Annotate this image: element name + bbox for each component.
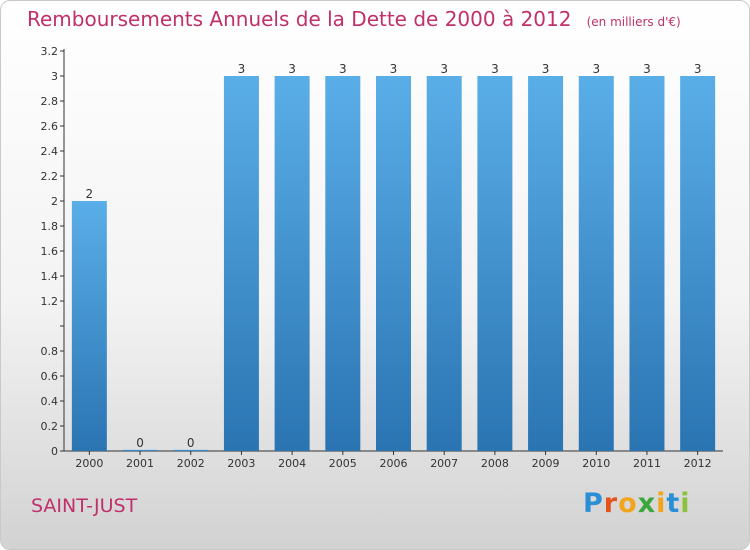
value-label-2002: 0 [187,436,195,450]
value-label-2012: 3 [694,62,702,76]
x-tick-label-2009: 2009 [532,457,560,470]
bar-2004 [274,76,310,451]
value-label-2008: 3 [491,62,499,76]
chart-title: Remboursements Annuels de la Dette de 20… [27,7,681,31]
bar-2000 [71,201,107,451]
proxiti-logo: Proxiti [583,488,691,519]
y-tick-label: 1.8 [41,220,59,233]
value-label-2009: 3 [542,62,550,76]
value-label-2004: 3 [288,62,296,76]
x-tick-label-2001: 2001 [126,457,154,470]
bar-2001 [122,449,158,451]
y-tick-label: 3 [51,70,58,83]
chart-unit-text: (en milliers d'€) [586,15,681,29]
bar-2009 [528,76,564,451]
bar-2002 [173,449,209,451]
x-tick-label-2004: 2004 [278,457,306,470]
bar-2007 [426,76,462,451]
y-tick-label: 0 [51,445,58,458]
value-label-2010: 3 [592,62,600,76]
logo-letter: r [603,488,619,519]
value-label-2006: 3 [390,62,398,76]
y-tick-label: 2.8 [41,95,59,108]
logo-letter: i [680,488,691,519]
city-name: SAINT-JUST [31,495,138,517]
logo-letter: t [666,488,681,519]
x-tick-label-2010: 2010 [582,457,610,470]
value-label-2000: 2 [86,187,94,201]
x-tick-label-2007: 2007 [430,457,458,470]
y-tick-label: 2.2 [41,170,59,183]
bar-2006 [376,76,411,451]
bar-2008 [477,76,513,451]
y-tick-label: 2.4 [41,145,59,158]
x-tick-label-2011: 2011 [633,457,661,470]
y-tick-label: 0.4 [41,395,59,408]
y-tick-label: 0.6 [41,370,59,383]
bar-2005 [325,76,361,451]
y-tick-label: 1.2 [41,295,59,308]
y-tick-label: 0.8 [41,345,59,358]
chart-title-text: Remboursements Annuels de la Dette de 20… [27,7,572,31]
y-tick-label: 2 [51,195,58,208]
value-label-2003: 3 [238,62,246,76]
x-tick-label-2003: 2003 [227,457,255,470]
y-tick-label: 1.4 [41,270,59,283]
logo-letter: P [583,488,604,519]
value-label-2005: 3 [339,62,347,76]
logo-letter: i [656,488,667,519]
y-tick-label: 2.6 [41,120,59,133]
chart-labels: 2 0 0 3 3 3 3 3 3 3 3 3 3 [86,62,702,450]
logo-letter: x [637,488,657,519]
x-tick-label-2005: 2005 [329,457,357,470]
value-label-2001: 0 [136,436,144,450]
value-label-2007: 3 [440,62,448,76]
x-tick-label-2012: 2012 [684,457,712,470]
y-tick-label: 1.6 [41,245,59,258]
bar-2003 [223,76,259,451]
y-tick-label: 0.2 [41,420,59,433]
x-tick-label-2006: 2006 [380,457,408,470]
value-label-2011: 3 [643,62,651,76]
logo-letter: o [618,488,638,519]
chart-bars [71,76,716,451]
bar-2011 [629,76,665,451]
x-tick-label-2002: 2002 [177,457,205,470]
y-tick-label: 3.2 [41,45,59,58]
chart-axes: 0 0.2 0.4 0.6 0.8 1.2 1.4 1.6 1.8 2 2.2 2.4 2.6 2.8 3 3… [41,45,723,470]
bar-2010 [578,76,614,451]
x-tick-label-2000: 2000 [75,457,103,470]
x-tick-label-2008: 2008 [481,457,509,470]
bar-2012 [680,76,716,451]
